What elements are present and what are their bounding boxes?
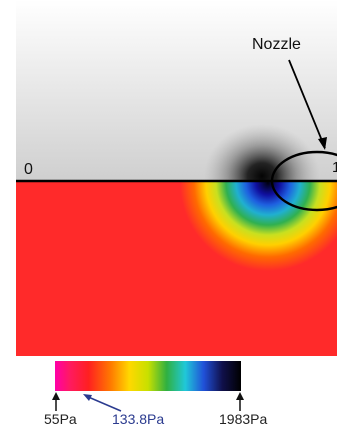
mid-arrowhead	[83, 394, 92, 401]
nozzle-arrowhead	[318, 137, 327, 150]
mid-arrow	[85, 395, 122, 412]
nozzle-tip-label: 1	[332, 159, 337, 176]
colorbar-min-label: 55Pa	[44, 411, 77, 427]
max-arrowhead	[236, 392, 244, 400]
colorbar-max-label: 1983Pa	[219, 411, 268, 427]
colorbar-mid-label: 133.8Pa	[112, 411, 165, 427]
nozzle-arrow	[288, 59, 326, 149]
nozzle-label: Nozzle	[252, 36, 301, 53]
min-arrowhead	[52, 392, 60, 400]
colorbar	[55, 361, 241, 391]
origin-label: 0	[24, 161, 33, 178]
